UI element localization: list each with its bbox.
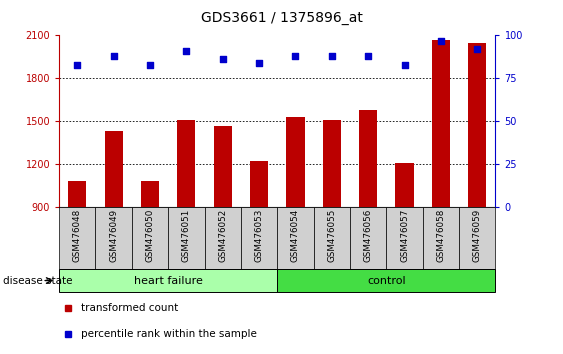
Bar [213,126,232,207]
Point [473,46,482,52]
Text: GSM476054: GSM476054 [291,209,300,262]
Text: GSM476048: GSM476048 [73,209,82,262]
Bar [59,269,277,292]
Bar [204,207,241,269]
Bar [96,207,132,269]
Text: disease state: disease state [3,275,72,286]
Point [73,62,82,67]
Bar [68,181,86,207]
Text: percentile rank within the sample: percentile rank within the sample [81,329,257,339]
Bar [168,207,204,269]
Bar [250,161,268,207]
Text: GSM476052: GSM476052 [218,209,227,262]
Text: heart failure: heart failure [134,275,203,286]
Bar [432,40,450,207]
Bar [287,117,305,207]
Text: GSM476059: GSM476059 [473,209,482,262]
Text: GSM476051: GSM476051 [182,209,191,262]
Point [327,53,336,59]
Bar [468,42,486,207]
Point [400,62,409,67]
Text: GSM476058: GSM476058 [436,209,445,262]
Point [145,62,154,67]
Bar [395,163,414,207]
Bar [459,207,495,269]
Bar [59,207,96,269]
Bar [359,110,377,207]
Text: GSM476056: GSM476056 [364,209,373,262]
Bar [323,120,341,207]
Bar [278,269,495,292]
Text: GSM476055: GSM476055 [327,209,336,262]
Point [436,38,445,44]
Bar [177,120,195,207]
Bar [278,207,314,269]
Text: transformed count: transformed count [81,303,178,313]
Bar [105,131,123,207]
Bar [350,207,386,269]
Point [218,57,227,62]
Text: GSM476049: GSM476049 [109,209,118,262]
Text: control: control [367,275,406,286]
Bar [141,181,159,207]
Bar [241,207,277,269]
Text: GSM476050: GSM476050 [145,209,154,262]
Point [364,53,373,59]
Bar [132,207,168,269]
Bar [423,207,459,269]
Text: GSM476053: GSM476053 [254,209,263,262]
Bar [386,207,423,269]
Point [182,48,191,54]
Point [254,60,263,66]
Point [291,53,300,59]
Text: GDS3661 / 1375896_at: GDS3661 / 1375896_at [200,11,363,25]
Bar [314,207,350,269]
Point [109,53,118,59]
Text: GSM476057: GSM476057 [400,209,409,262]
